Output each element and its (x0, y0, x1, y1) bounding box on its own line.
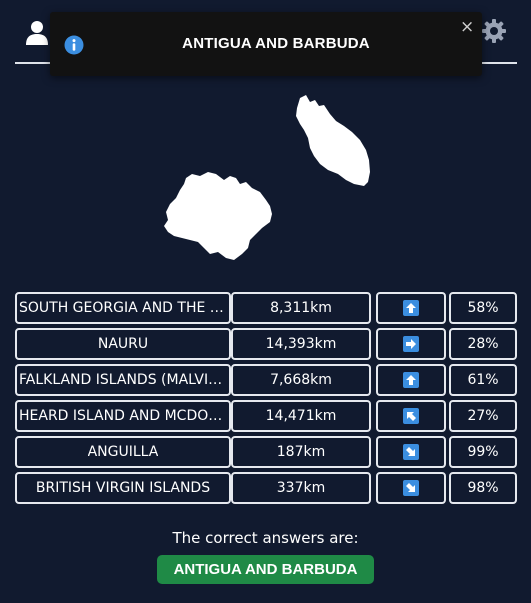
guess-country-name: NAURU (15, 328, 231, 360)
info-icon (64, 35, 84, 55)
arrow-up-icon (403, 372, 419, 388)
arrow-down-right-icon (403, 444, 419, 460)
guess-proximity: 58% (449, 292, 517, 324)
correct-answer-badge: ANTIGUA AND BARBUDA (157, 555, 374, 584)
guess-distance: 7,668km (231, 364, 371, 396)
barbuda-island-shape (296, 95, 370, 186)
guess-row: FALKLAND ISLANDS (MALVINAS) 7,668km 61% (15, 364, 517, 396)
guess-proximity: 99% (449, 436, 517, 468)
guess-distance: 187km (231, 436, 371, 468)
gear-icon[interactable] (481, 18, 507, 44)
guess-direction (376, 328, 446, 360)
guess-row: NAURU 14,393km 28% (15, 328, 517, 360)
arrow-right-icon (403, 336, 419, 352)
guess-direction (376, 292, 446, 324)
guess-row: HEARD ISLAND AND MCDONALD ISLANDS 14,471… (15, 400, 517, 432)
guess-proximity: 27% (449, 400, 517, 432)
guess-proximity: 61% (449, 364, 517, 396)
arrow-up-icon (403, 300, 419, 316)
answer-label: The correct answers are: (172, 529, 359, 547)
guess-country-name: ANGUILLA (15, 436, 231, 468)
guess-row: SOUTH GEORGIA AND THE SOUTH SANDWICH ISL… (15, 292, 517, 324)
guess-proximity: 28% (449, 328, 517, 360)
guess-direction (376, 472, 446, 504)
guess-list: SOUTH GEORGIA AND THE SOUTH SANDWICH ISL… (15, 292, 517, 508)
guess-row: BRITISH VIRGIN ISLANDS 337km 98% (15, 472, 517, 504)
guess-direction (376, 436, 446, 468)
guess-direction (376, 400, 446, 432)
guess-direction (376, 364, 446, 396)
arrow-up-left-icon (403, 408, 419, 424)
toast-notification: ANTIGUA AND BARBUDA × (50, 12, 482, 76)
arrow-down-right-icon (403, 480, 419, 496)
guess-distance: 14,471km (231, 400, 371, 432)
guess-country-name: SOUTH GEORGIA AND THE SOUTH SANDWICH ISL… (15, 292, 231, 324)
guess-distance: 8,311km (231, 292, 371, 324)
guess-country-name: BRITISH VIRGIN ISLANDS (15, 472, 231, 504)
toast-title: ANTIGUA AND BARBUDA (182, 35, 370, 52)
guess-proximity: 98% (449, 472, 517, 504)
guess-distance: 14,393km (231, 328, 371, 360)
close-icon[interactable]: × (460, 17, 475, 37)
antigua-island-shape (164, 172, 272, 260)
user-icon[interactable] (25, 20, 49, 46)
guess-distance: 337km (231, 472, 371, 504)
guess-row: ANGUILLA 187km 99% (15, 436, 517, 468)
country-silhouette-map (164, 95, 370, 260)
guess-country-name: FALKLAND ISLANDS (MALVINAS) (15, 364, 231, 396)
guess-country-name: HEARD ISLAND AND MCDONALD ISLANDS (15, 400, 231, 432)
